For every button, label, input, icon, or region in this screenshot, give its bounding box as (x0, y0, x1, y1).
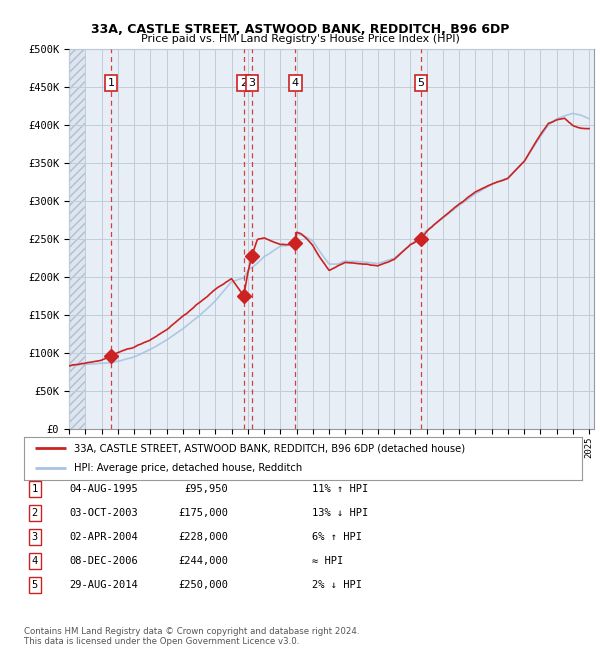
Text: 33A, CASTLE STREET, ASTWOOD BANK, REDDITCH, B96 6DP (detached house): 33A, CASTLE STREET, ASTWOOD BANK, REDDIT… (74, 443, 466, 454)
Text: HPI: Average price, detached house, Redditch: HPI: Average price, detached house, Redd… (74, 463, 302, 473)
Text: 5: 5 (418, 78, 425, 88)
Text: 02-APR-2004: 02-APR-2004 (69, 532, 138, 542)
Text: 2: 2 (240, 78, 247, 88)
Text: 3: 3 (32, 532, 38, 542)
Text: 04-AUG-1995: 04-AUG-1995 (69, 484, 138, 494)
Text: 3: 3 (248, 78, 256, 88)
Text: 1: 1 (32, 484, 38, 494)
Text: This data is licensed under the Open Government Licence v3.0.: This data is licensed under the Open Gov… (24, 637, 299, 646)
Text: Contains HM Land Registry data © Crown copyright and database right 2024.: Contains HM Land Registry data © Crown c… (24, 627, 359, 636)
Text: 13% ↓ HPI: 13% ↓ HPI (312, 508, 368, 518)
Text: 5: 5 (32, 580, 38, 590)
Text: 03-OCT-2003: 03-OCT-2003 (69, 508, 138, 518)
Bar (69, 49, 85, 429)
Text: £175,000: £175,000 (178, 508, 228, 518)
Text: 33A, CASTLE STREET, ASTWOOD BANK, REDDITCH, B96 6DP: 33A, CASTLE STREET, ASTWOOD BANK, REDDIT… (91, 23, 509, 36)
Text: 11% ↑ HPI: 11% ↑ HPI (312, 484, 368, 494)
Text: 29-AUG-2014: 29-AUG-2014 (69, 580, 138, 590)
Text: 4: 4 (292, 78, 299, 88)
Text: 4: 4 (32, 556, 38, 566)
Text: 6% ↑ HPI: 6% ↑ HPI (312, 532, 362, 542)
Text: £244,000: £244,000 (178, 556, 228, 566)
Text: Price paid vs. HM Land Registry's House Price Index (HPI): Price paid vs. HM Land Registry's House … (140, 34, 460, 44)
Text: £95,950: £95,950 (184, 484, 228, 494)
Text: £228,000: £228,000 (178, 532, 228, 542)
Text: 2% ↓ HPI: 2% ↓ HPI (312, 580, 362, 590)
Text: 1: 1 (107, 78, 115, 88)
Text: 2: 2 (32, 508, 38, 518)
Text: £250,000: £250,000 (178, 580, 228, 590)
Text: 08-DEC-2006: 08-DEC-2006 (69, 556, 138, 566)
Text: ≈ HPI: ≈ HPI (312, 556, 343, 566)
